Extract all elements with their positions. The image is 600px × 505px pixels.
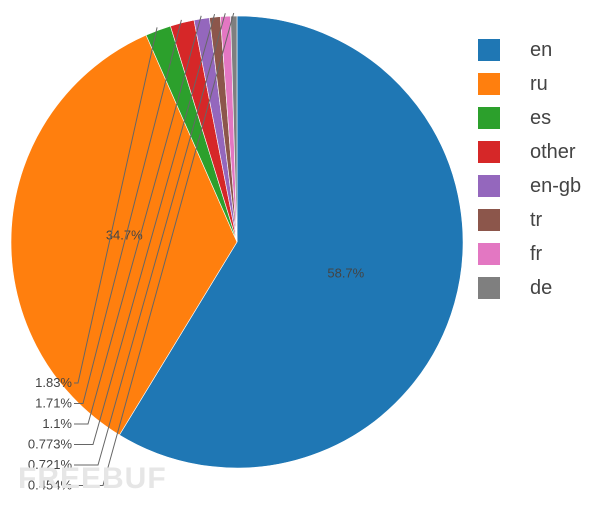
value-label-en-gb: 1.1% bbox=[42, 416, 72, 431]
leader-line-de bbox=[74, 12, 235, 486]
legend-swatch bbox=[478, 107, 500, 129]
value-label-de: 0.454% bbox=[28, 478, 73, 493]
inner-labels: 58.7% 34.7% bbox=[106, 227, 365, 280]
legend-swatch bbox=[478, 141, 500, 163]
legend-label: other bbox=[530, 140, 576, 163]
legend-swatch bbox=[478, 175, 500, 197]
legend-swatch bbox=[478, 73, 500, 95]
value-label-ru: 34.7% bbox=[106, 227, 143, 242]
legend-item-ru[interactable]: ru bbox=[478, 67, 581, 101]
leader-line-es bbox=[74, 27, 158, 384]
legend-swatch bbox=[478, 39, 500, 61]
legend-item-tr[interactable]: tr bbox=[478, 203, 581, 237]
legend-item-de[interactable]: de bbox=[478, 271, 581, 305]
value-label-tr: 0.773% bbox=[28, 437, 73, 452]
legend-item-fr[interactable]: fr bbox=[478, 237, 581, 271]
slice-en bbox=[119, 15, 464, 469]
slice-de bbox=[230, 15, 238, 243]
watermark: FREEBUF bbox=[18, 462, 167, 495]
legend-swatch bbox=[478, 243, 500, 265]
legend-label: de bbox=[530, 276, 553, 299]
legend-item-other[interactable]: other bbox=[478, 135, 581, 169]
legend-label: fr bbox=[530, 242, 543, 265]
leader-line-other bbox=[74, 19, 182, 404]
legend-label: en bbox=[530, 38, 553, 61]
value-label-en: 58.7% bbox=[327, 266, 364, 281]
legend-swatch bbox=[478, 209, 500, 231]
legend-label: es bbox=[530, 106, 552, 129]
legend-label: en-gb bbox=[530, 174, 582, 197]
leader-line-tr bbox=[74, 13, 216, 445]
value-label-fr: 0.721% bbox=[28, 457, 73, 472]
legend: en ru es other en-gb tr fr de bbox=[478, 33, 581, 305]
pie-slices bbox=[10, 15, 464, 469]
leader-line-en-gb bbox=[74, 15, 202, 425]
value-label-es: 1.83% bbox=[35, 375, 72, 390]
legend-label: tr bbox=[530, 208, 543, 231]
legend-swatch bbox=[478, 277, 500, 299]
legend-item-en[interactable]: en bbox=[478, 33, 581, 67]
outer-labels: 1.83% 1.71% 1.1% 0.773% 0.721% 0.454% bbox=[28, 12, 235, 493]
leader-line-fr bbox=[74, 13, 226, 466]
legend-label: ru bbox=[530, 72, 548, 95]
value-label-other: 1.71% bbox=[35, 396, 72, 411]
legend-item-en-gb[interactable]: en-gb bbox=[478, 169, 581, 203]
legend-item-es[interactable]: es bbox=[478, 101, 581, 135]
